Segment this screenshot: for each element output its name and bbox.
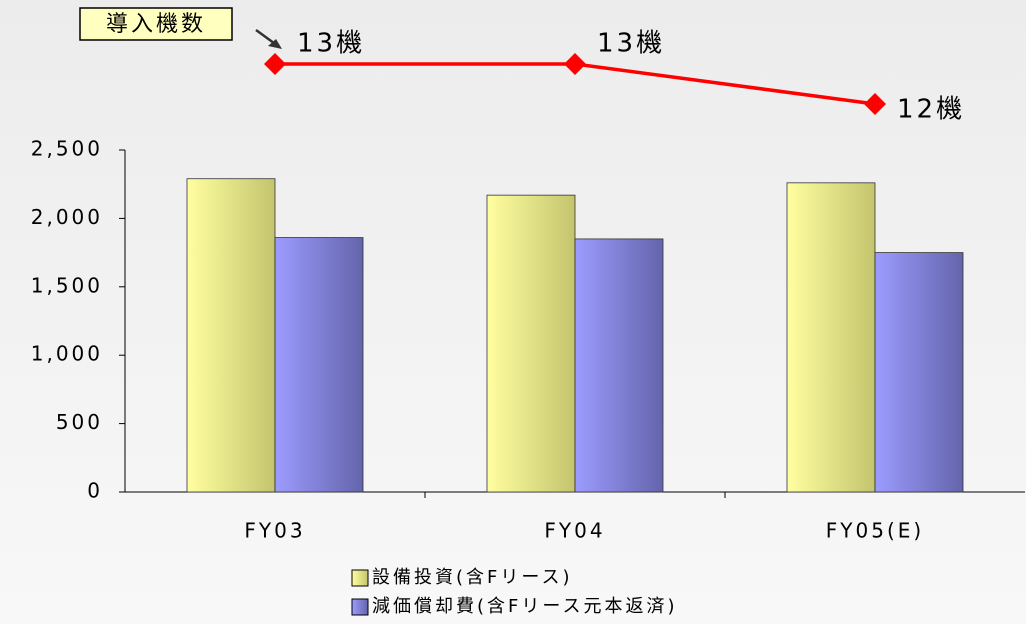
legend-swatch [351,598,369,616]
annotation-arrowhead [268,39,282,49]
x-tick-label: FY04 [544,519,605,543]
annotation-box [79,7,233,41]
x-tick-label: FY05(E) [826,519,924,543]
legend-label: 設備投資(含Fリース) [372,567,573,588]
annotation: 導入機数 [106,12,206,37]
bar [874,252,964,493]
y-tick-label: 500 [56,410,103,434]
x-tick-label: FY03 [244,519,305,543]
legend-label: 減価償却費(含Fリース元本返済) [372,596,678,617]
y-tick-label: 1,500 [31,273,103,297]
line-marker [564,53,586,75]
legend-swatch [351,569,369,587]
line-marker [264,53,286,75]
y-tick-label: 0 [87,479,103,503]
bar [186,178,276,493]
y-tick-label: 2,500 [31,137,103,161]
data-label: 12機 [897,95,965,125]
bar [574,238,664,493]
data-label: 13機 [597,29,665,59]
bar [274,237,364,493]
line-marker [864,93,886,115]
y-tick-label: 2,000 [31,205,103,229]
bar [786,182,876,493]
bar [486,194,576,493]
data-label: 13機 [297,29,365,59]
y-tick-label: 1,000 [31,342,103,366]
